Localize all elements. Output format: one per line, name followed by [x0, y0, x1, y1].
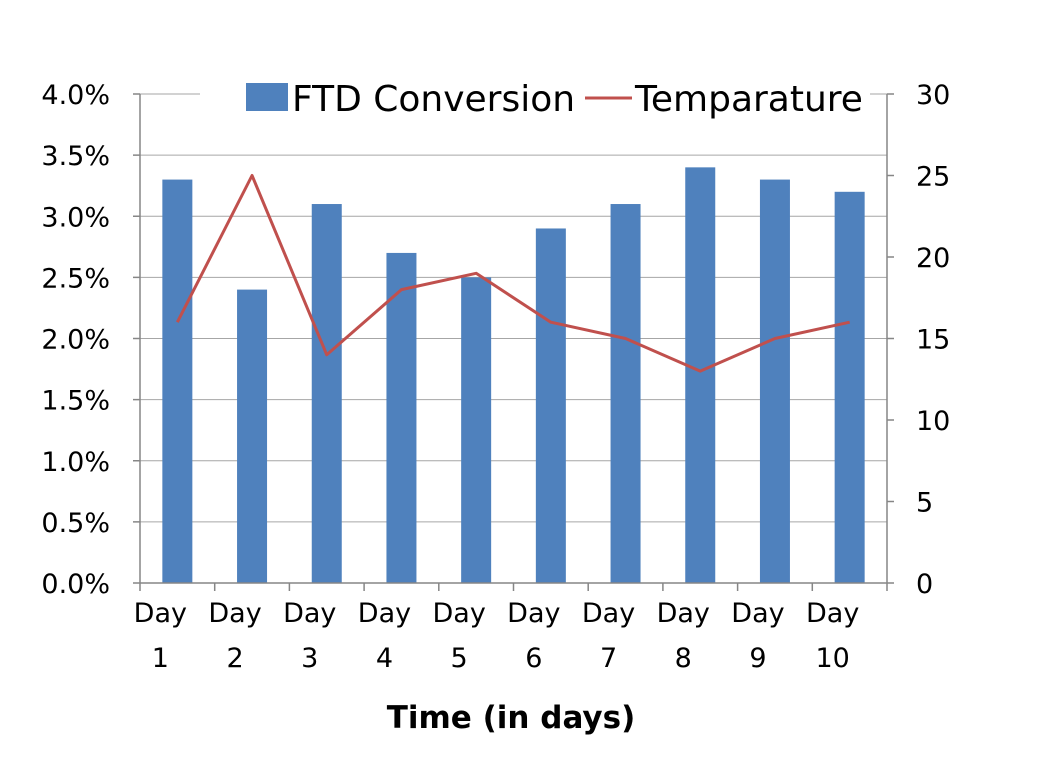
x-tick-label: Day [657, 598, 710, 629]
legend-label-ftd: FTD Conversion [292, 79, 575, 120]
legend-box [200, 82, 870, 124]
bar [535, 228, 566, 583]
bar [162, 179, 193, 583]
x-tick-label: 9 [749, 643, 766, 674]
bar [237, 289, 268, 583]
left-tick-label: 1.5% [41, 386, 110, 417]
x-tick-label: 2 [226, 643, 243, 674]
line-series [176, 174, 850, 373]
right-tick-label: 20 [916, 243, 950, 274]
x-tick-label: 6 [525, 643, 542, 674]
right-tick-label: 30 [916, 80, 950, 111]
left-tick-label: 4.0% [41, 80, 110, 111]
x-tick-label: Day [208, 598, 261, 629]
legend-swatch-ftd [246, 83, 288, 111]
left-tick-label: 1.0% [41, 447, 110, 478]
bar [685, 167, 716, 583]
right-tick-label: 10 [916, 406, 950, 437]
x-tick-label: 5 [451, 643, 468, 674]
x-axis-title: Time (in days) [387, 700, 636, 736]
bar [461, 277, 492, 583]
right-tick-label: 0 [916, 569, 933, 600]
x-tick-label: 3 [301, 643, 318, 674]
left-tick-label: 3.0% [41, 202, 110, 233]
legend-label-temperature: Temparature [634, 79, 863, 120]
bar [759, 179, 790, 583]
right-tick-label: 5 [916, 488, 933, 519]
x-tick-label: 10 [815, 643, 849, 674]
left-tick-label: 0.5% [41, 508, 110, 539]
x-tick-label: 4 [376, 643, 393, 674]
x-tick-label: 7 [600, 643, 617, 674]
bar [311, 204, 342, 583]
left-tick-label: 2.0% [41, 325, 110, 356]
x-tick-label: Day [432, 598, 485, 629]
temperature-line [176, 174, 850, 373]
x-tick-label: Day [358, 598, 411, 629]
x-tick-label: 8 [675, 643, 692, 674]
left-tick-label: 3.5% [41, 141, 110, 172]
x-tick-label: Day [582, 598, 635, 629]
left-tick-label: 0.0% [41, 569, 110, 600]
axes: 0.0% 0.5% 1.0% 1.5% 2.0% 2.5% 3.0% 3.5% 4.0% 0 5 10… [41, 80, 950, 674]
bar-series [162, 167, 865, 584]
bar [610, 204, 641, 583]
right-tick-label: 15 [916, 325, 950, 356]
x-tick-label: 1 [152, 643, 169, 674]
left-tick-label: 2.5% [41, 263, 110, 294]
legend: FTD Conversion Temparature [200, 79, 870, 124]
bar [834, 191, 865, 584]
x-tick-label: Day [731, 598, 784, 629]
right-tick-label: 25 [916, 162, 950, 193]
x-tick-label: Day [806, 598, 859, 629]
x-tick-label: Day [507, 598, 560, 629]
x-tick-label: Day [134, 598, 187, 629]
bar [386, 252, 417, 584]
x-tick-label: Day [283, 598, 336, 629]
